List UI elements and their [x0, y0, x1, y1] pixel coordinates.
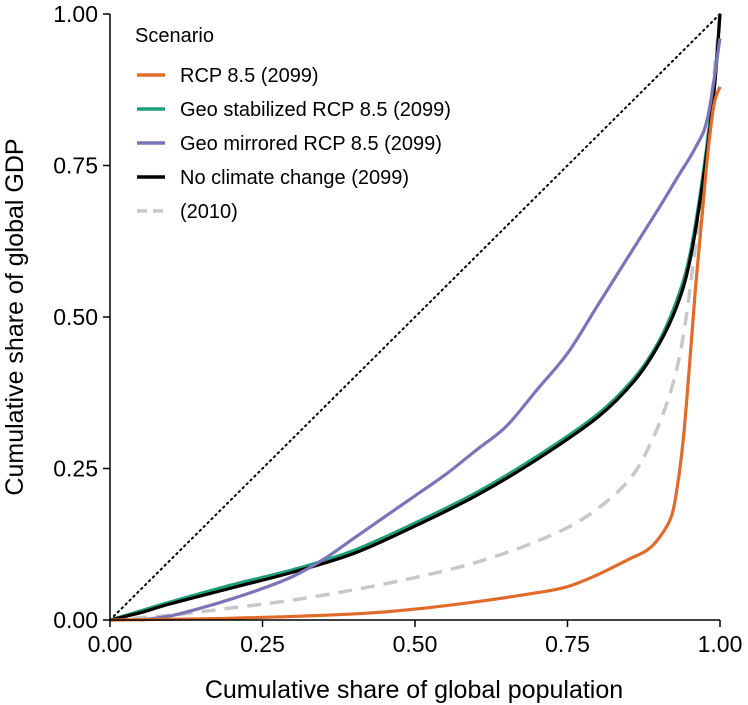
y-tick-label: 0.25	[53, 456, 98, 482]
legend-title: Scenario	[135, 25, 214, 47]
y-axis-title: Cumulative share of global GDP	[1, 138, 29, 495]
plot-area	[109, 13, 722, 622]
series-line-5	[109, 86, 722, 622]
x-tick-label: 0.75	[545, 631, 590, 657]
equality-reference-line	[109, 13, 721, 621]
x-tick-label: 1.00	[698, 631, 743, 657]
x-tick-label: 0.25	[240, 631, 285, 657]
legend-label: Geo stabilized RCP 8.5 (2099)	[180, 99, 451, 121]
y-tick-label: 0.00	[53, 607, 98, 633]
series-line-1	[109, 13, 722, 622]
y-tick-label: 0.50	[53, 304, 98, 330]
axes: 0.00 0.25 0.50 0.75 1.00 0.00 0.25 0.50 0.75 1.00	[53, 1, 742, 657]
x-axis-title: Cumulative share of global population	[205, 676, 623, 704]
series-line-3	[109, 13, 722, 622]
legend-label: Geo mirrored RCP 8.5 (2099)	[180, 133, 442, 155]
y-tick-label: 0.75	[53, 153, 98, 179]
series-line-4	[140, 37, 722, 622]
legend-label: RCP 8.5 (2099)	[180, 65, 319, 87]
legend-label: (2010)	[180, 201, 238, 223]
y-tick-label: 1.00	[53, 1, 98, 27]
legend: Scenario RCP 8.5 (2099) Geo stabilized RCP…	[135, 25, 451, 223]
x-tick-label: 0.50	[393, 631, 438, 657]
x-tick-label: 0.00	[88, 631, 133, 657]
legend-label: No climate change (2099)	[180, 167, 409, 189]
